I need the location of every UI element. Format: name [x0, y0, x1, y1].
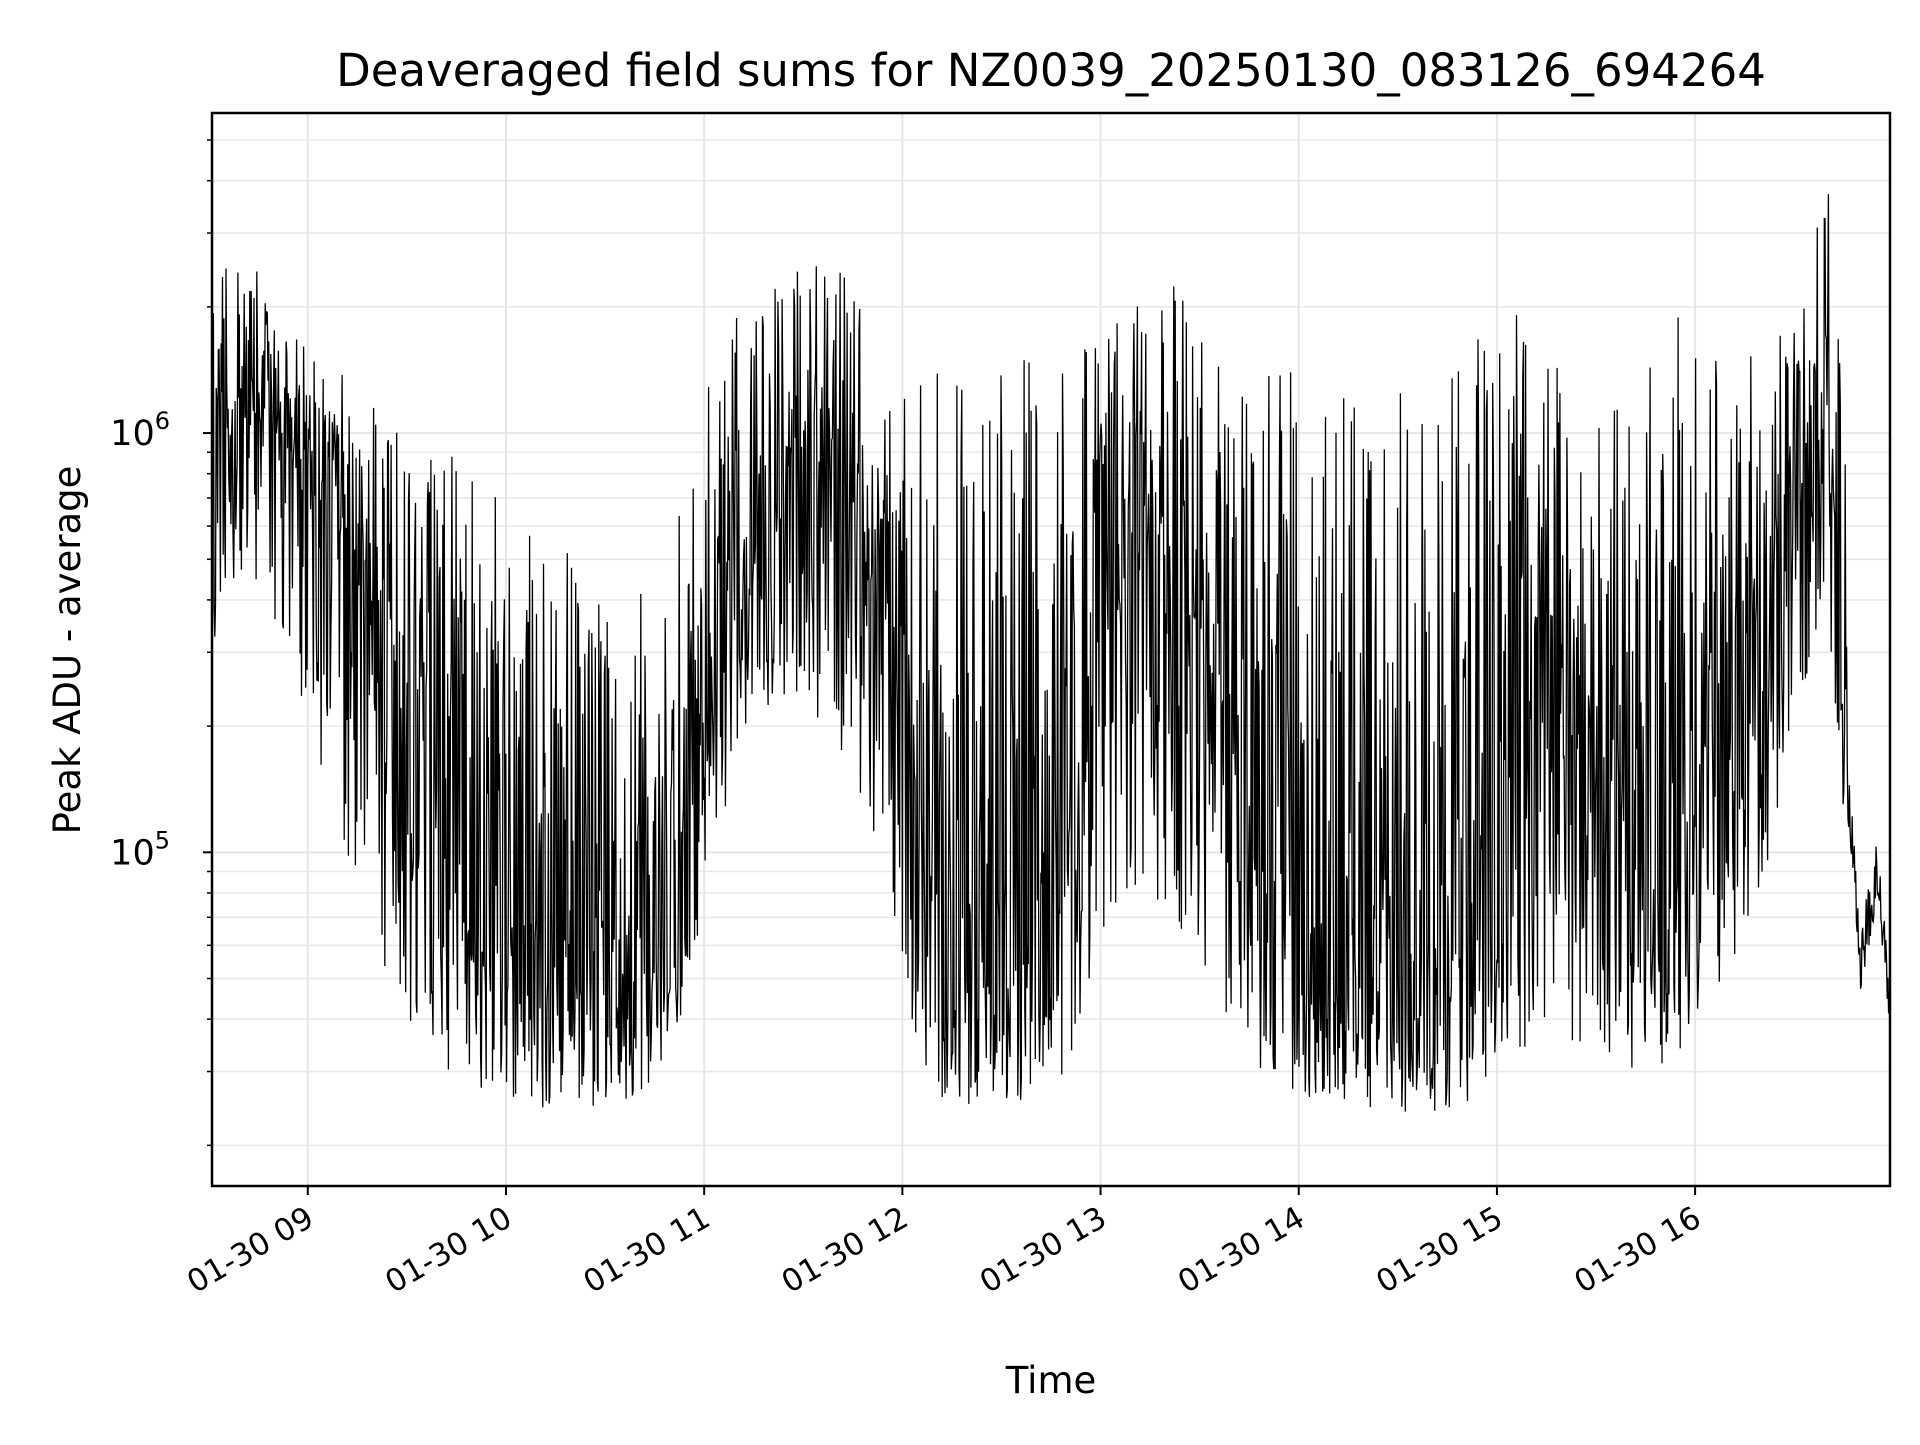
y-axis-ticks: 105 106: [110, 139, 212, 1147]
x-axis-label: Time: [1005, 1359, 1097, 1402]
chart-title: Deaveraged field sums for NZ0039_2025013…: [336, 44, 1766, 97]
series-line: [211, 194, 1891, 1112]
y-axis-label: Peak ADU - average: [46, 466, 89, 835]
plot-frame: [210, 111, 1892, 1188]
series-line-path: [211, 194, 1891, 1112]
y-tick-label: 105: [110, 826, 170, 873]
y-tick-label: 106: [110, 407, 170, 454]
